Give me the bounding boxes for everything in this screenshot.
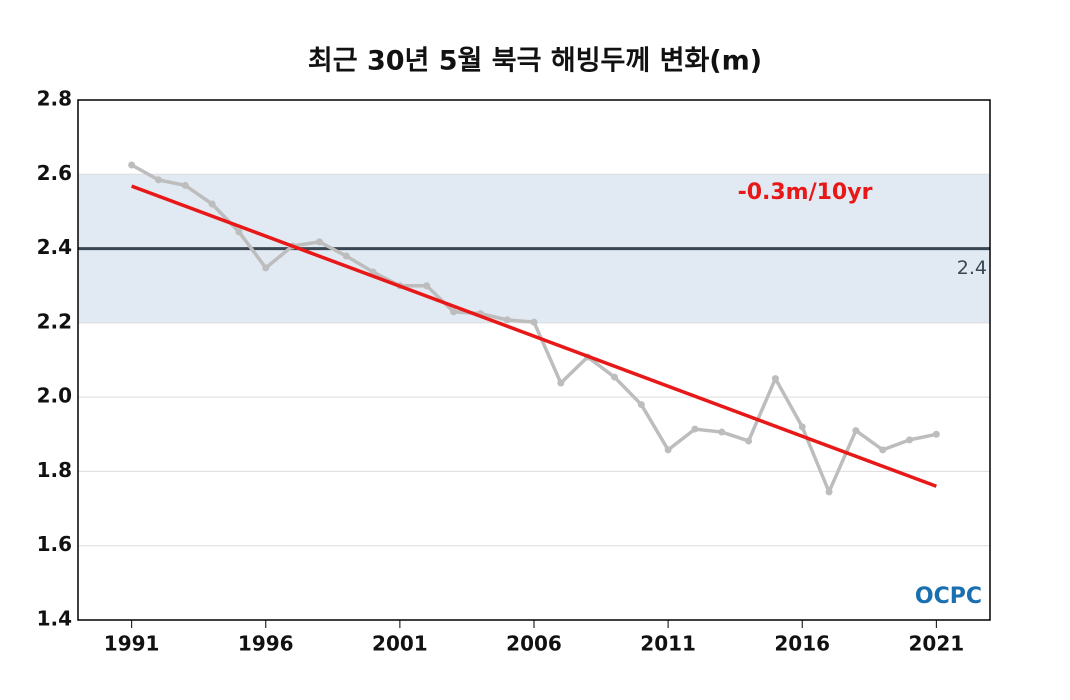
y-tick-label: 1.6 [37,532,72,556]
data-point [208,200,216,208]
data-point [637,401,645,409]
x-tick-label: 2021 [909,632,965,656]
data-point [852,427,860,435]
y-tick-label: 2.0 [37,384,72,408]
data-point [932,430,940,438]
data-point [342,252,350,260]
trend-label: -0.3m/10yr [738,180,873,205]
y-tick-label: 1.8 [37,458,72,482]
x-tick-label: 2011 [640,632,696,656]
x-tick-label: 1996 [238,632,294,656]
data-point [262,264,270,272]
data-point [771,375,779,383]
x-tick-label: 1991 [104,632,160,656]
logo: OCPC [915,584,982,609]
data-point [718,428,726,436]
x-tick-label: 2001 [372,632,428,656]
data-point [128,161,136,169]
x-tick-label: 2016 [774,632,830,656]
data-point [154,176,162,184]
data-point [691,425,699,433]
y-tick-label: 2.6 [37,161,72,185]
data-point [235,228,243,236]
data-point [450,308,458,316]
trend-line [131,184,937,488]
y-tick-label: 2.4 [37,235,72,259]
data-point [315,238,323,246]
plot-frame [77,99,991,621]
reference-label: 2.4 [957,257,987,279]
data-point [664,446,672,454]
x-tick-label: 2006 [506,632,562,656]
data-point [906,436,914,444]
y-tick-label: 2.2 [37,309,72,333]
data-point [798,423,806,431]
data-point [423,282,431,290]
y-tick-label: 1.4 [37,607,72,631]
data-point [745,437,753,445]
data-point [879,446,887,454]
data-point [557,379,565,387]
data-point [503,316,511,324]
data-point [610,373,618,381]
y-tick-label: 2.8 [37,87,72,111]
data-point [825,488,833,496]
data-point [181,181,189,189]
data-point [530,318,538,326]
chart-title: 최근 30년 5월 북극 해빙두께 변화(m) [308,46,762,77]
